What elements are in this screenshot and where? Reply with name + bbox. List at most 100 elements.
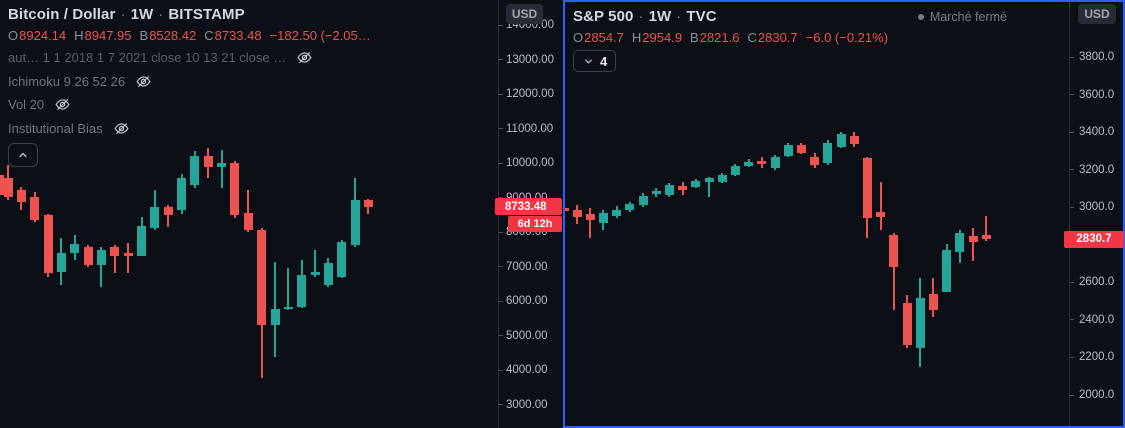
study-row-ichimoku[interactable]: Ichimoku 9 26 52 26 — [8, 73, 152, 90]
low-label: B — [690, 30, 699, 45]
candle-body-up — [942, 249, 952, 292]
axis-tick-mark — [499, 404, 503, 405]
candle-body-down — [862, 157, 872, 218]
spx-ohlc-readout: O2854.7 H2954.9 B2821.6 C2830.7 −6.0 (−0.21%… — [573, 30, 888, 45]
axis-tick-label: 2400.0 — [1079, 313, 1115, 326]
candle-body-down — [902, 302, 912, 345]
spx-plot-area[interactable]: S&P 500 · 1W · TVC O2854.7 H2954.9 B2821.6 C283… — [565, 2, 1069, 426]
candle-body-up — [823, 143, 833, 163]
candle-wick-down — [589, 207, 592, 238]
axis-tick-mark — [499, 231, 503, 233]
candle-body-up — [730, 165, 740, 175]
spx-candles — [565, 2, 1069, 426]
legend-collapse-button[interactable] — [8, 143, 38, 167]
close-label: C — [204, 28, 214, 43]
spx-last-price: 2830.7 — [1076, 233, 1112, 245]
symbol-name: Bitcoin / Dollar — [8, 6, 116, 23]
axis-tick-mark — [499, 197, 503, 198]
btc-bar-countdown-label: 6d 12h — [508, 215, 562, 232]
candle-body-up — [612, 209, 622, 216]
candle-body-down — [928, 293, 938, 310]
candle-body-up — [664, 184, 674, 195]
low-value: 8528.42 — [149, 28, 197, 43]
btc-last-price: 8733.48 — [505, 200, 547, 213]
axis-tick-mark — [1070, 131, 1074, 133]
close-label: C — [747, 30, 757, 45]
axis-tick-mark — [499, 59, 503, 60]
axis-tick-label: 10000.00 — [506, 157, 554, 169]
spx-price-axis[interactable]: USD 2830.7 3800.0 3600.0 3400.0 3200.0 3000.… — [1064, 2, 1124, 426]
study-label: aut… 1 1 2018 1 7 2021 close 10 13 21 cl… — [8, 50, 287, 65]
candle-body-up — [915, 297, 925, 348]
candle-body-up — [704, 177, 714, 182]
candle-body-down — [3, 178, 13, 197]
candle-body-up — [625, 203, 635, 210]
visibility-off-icon[interactable] — [296, 49, 313, 66]
candle-body-down — [585, 213, 595, 220]
study-row-institutional-bias[interactable]: Institutional Bias — [8, 120, 130, 137]
candle-wick-down — [985, 215, 988, 241]
change-value: −182.50 (−2.05… — [269, 28, 371, 43]
candle-body-down — [230, 163, 240, 215]
btc-ohlc-readout: O8924.14 H8947.95 B8528.42 C8733.48 −182.50 … — [8, 28, 371, 43]
symbol-interval: 1W — [130, 6, 154, 23]
high-label: H — [74, 28, 84, 43]
spx-last-price-label: 2830.7 — [1064, 230, 1124, 248]
candle-body-up — [598, 212, 608, 223]
candle-body-down — [0, 175, 4, 196]
candle-body-down — [257, 229, 267, 325]
axis-tick-mark — [499, 266, 503, 267]
candle-body-up — [56, 253, 66, 272]
study-row-volume[interactable]: Vol 20 — [8, 96, 71, 113]
hidden-indicators-button[interactable]: 4 — [573, 50, 617, 72]
axis-tick-mark — [1070, 319, 1074, 321]
visibility-off-icon[interactable] — [135, 73, 152, 90]
axis-tick-mark — [499, 335, 503, 336]
candle-body-down — [163, 206, 173, 215]
visibility-off-icon[interactable] — [54, 96, 71, 113]
candle-body-up — [323, 263, 333, 285]
candle-body-down — [876, 211, 886, 217]
axis-tick-mark — [499, 369, 503, 371]
symbol-exchange: TVC — [686, 8, 717, 25]
title-separator: · — [120, 6, 126, 23]
candle-body-down — [123, 253, 133, 256]
candle-body-up — [270, 308, 280, 325]
visibility-off-icon[interactable] — [113, 120, 130, 137]
chevron-down-icon — [585, 58, 592, 64]
open-label: O — [573, 30, 584, 45]
chevron-up-icon — [19, 152, 27, 158]
study-row-strategy[interactable]: aut… 1 1 2018 1 7 2021 close 10 13 21 cl… — [8, 49, 313, 66]
btc-last-price-label: 8733.48 — [495, 198, 562, 216]
high-label: H — [631, 30, 642, 45]
candle-wick-down — [167, 204, 170, 227]
btc-price-axis[interactable]: USD 8733.48 6d 12h 14000.00 13000.00 12000… — [495, 0, 564, 428]
candle-body-up — [310, 272, 320, 275]
candle-body-up — [190, 155, 200, 186]
axis-tick-label: 11000.00 — [506, 122, 554, 135]
candle-wick-up — [100, 247, 103, 288]
study-label: Ichimoku 9 26 52 26 — [8, 74, 126, 89]
btc-currency-badge[interactable]: USD — [506, 4, 543, 24]
candle-body-down — [757, 160, 767, 164]
candle-body-up — [836, 133, 846, 147]
axis-tick-label: 4000.00 — [506, 364, 548, 376]
btc-plot-area[interactable]: Bitcoin / Dollar · 1W · BITSTAMP O8924.14 H89… — [0, 0, 498, 428]
btc-candles — [0, 0, 498, 428]
spx-currency-badge[interactable]: USD — [1078, 4, 1116, 24]
candle-body-up — [770, 156, 780, 168]
candle-body-down — [83, 247, 93, 265]
symbol-name: S&P 500 — [573, 8, 634, 25]
candle-body-down — [810, 156, 820, 165]
candle-body-up — [217, 163, 227, 167]
axis-tick-label: 3000.00 — [506, 398, 548, 411]
axis-tick-mark — [499, 162, 503, 164]
candle-body-up — [350, 199, 360, 245]
axis-tick-mark — [1070, 169, 1074, 171]
spx-symbol-title[interactable]: S&P 500 · 1W · TVC — [573, 8, 717, 25]
axis-tick-mark — [1070, 281, 1074, 283]
change-value: −6.0 (−0.21%) — [805, 30, 889, 45]
btc-symbol-title[interactable]: Bitcoin / Dollar · 1W · BITSTAMP — [8, 6, 245, 23]
axis-tick-label: 5000.00 — [506, 329, 548, 342]
axis-tick-label: 3400.0 — [1079, 126, 1115, 139]
